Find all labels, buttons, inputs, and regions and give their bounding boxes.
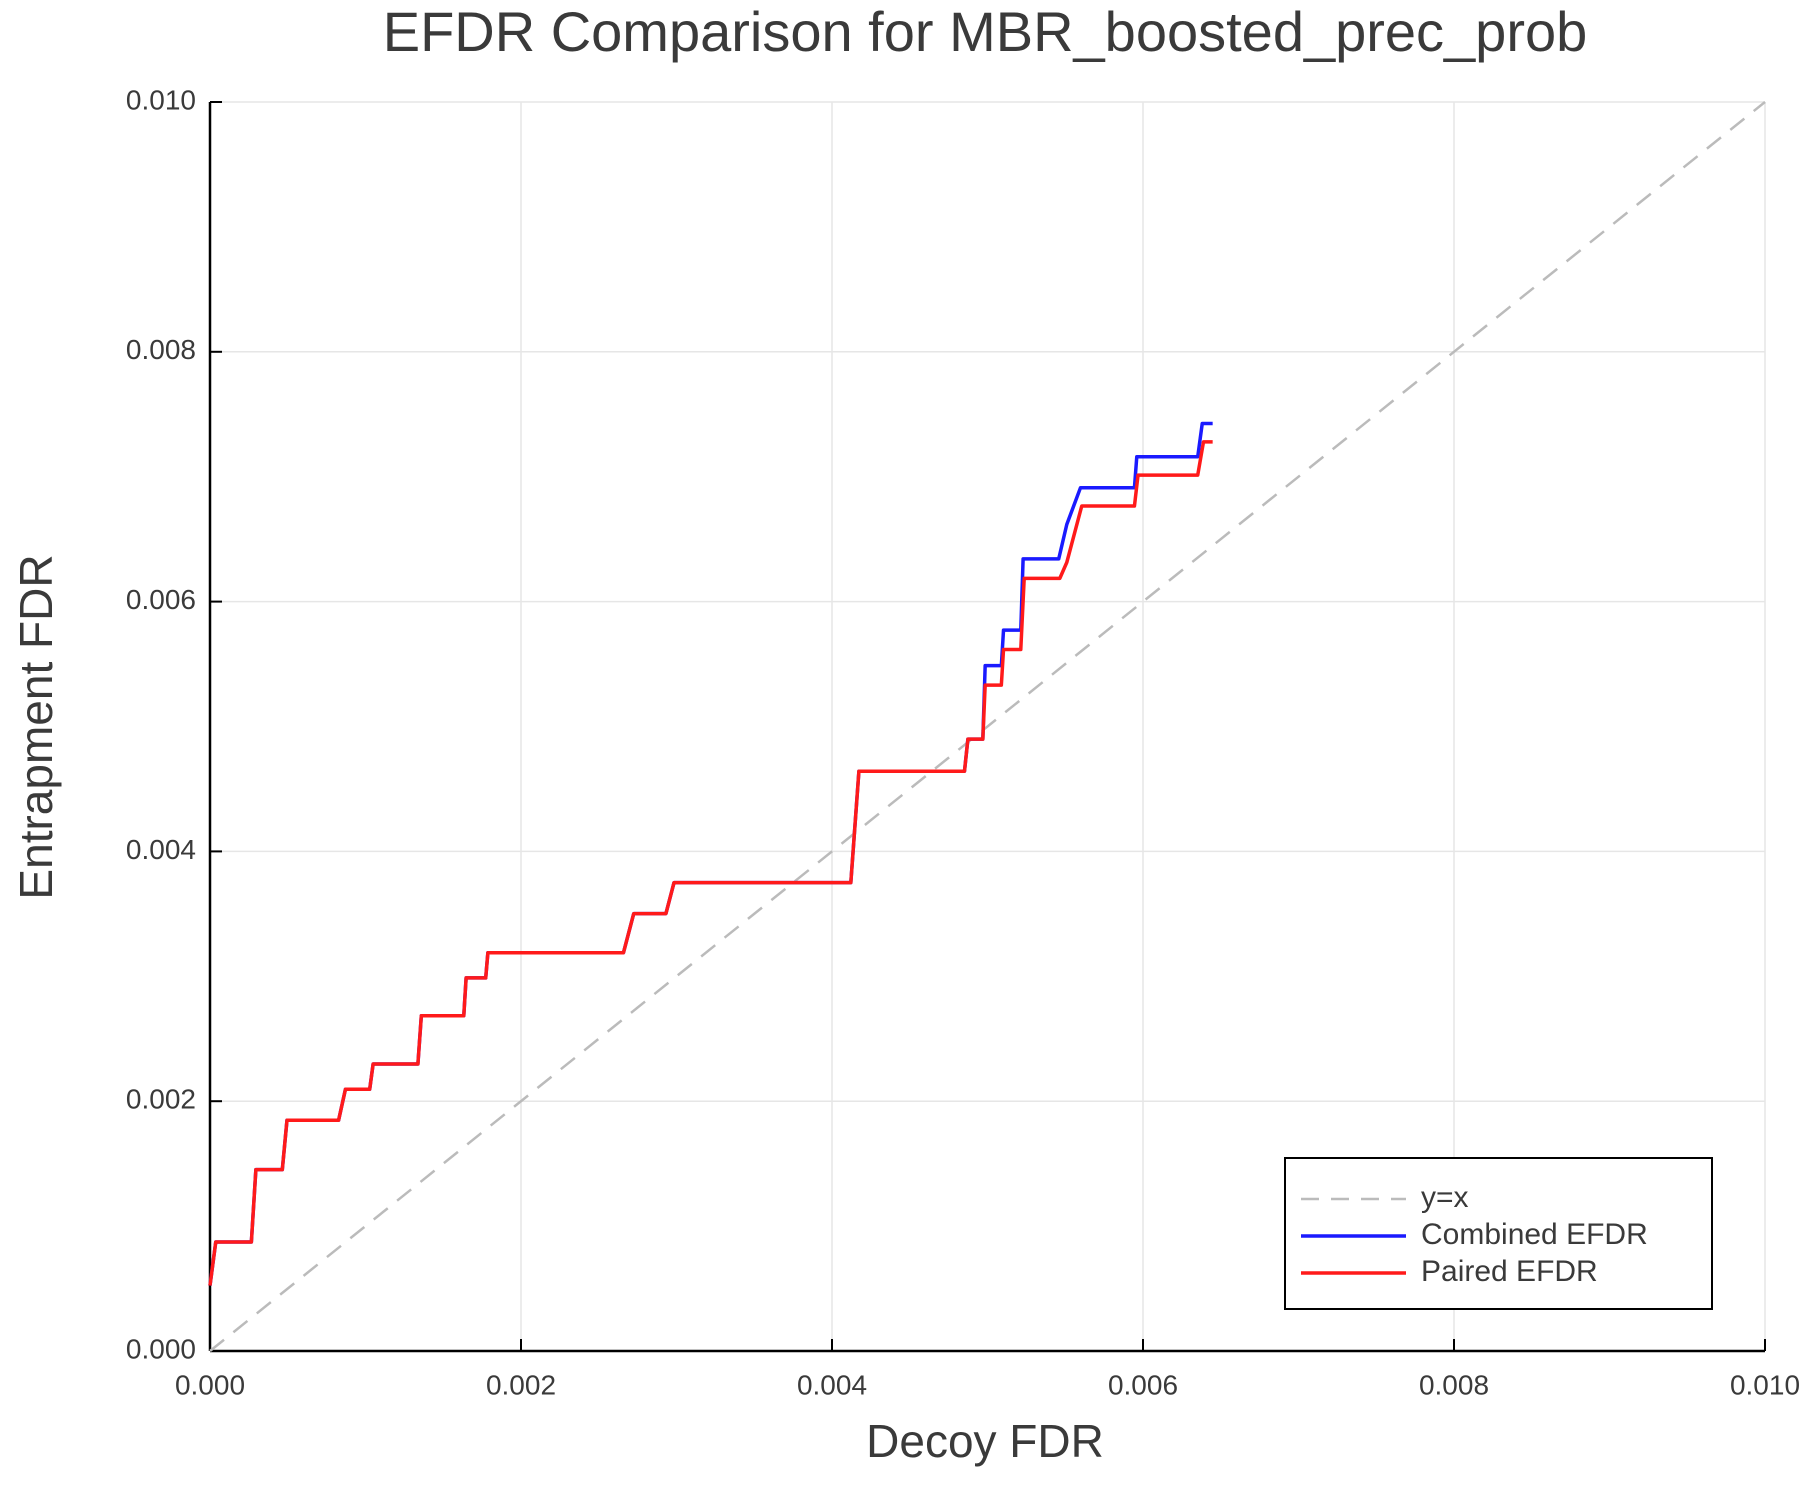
x-tick-label: 0.000 [175, 1369, 245, 1400]
y-axis-label: Entrapment FDR [10, 554, 62, 899]
legend-label: Paired EFDR [1421, 1255, 1598, 1288]
x-tick-label: 0.002 [486, 1369, 556, 1400]
x-tick-label: 0.008 [1419, 1369, 1489, 1400]
x-tick-label: 0.004 [797, 1369, 867, 1400]
y-tick-label: 0.002 [126, 1084, 196, 1115]
y-tick-label: 0.008 [126, 334, 196, 365]
y-tick-label: 0.006 [126, 584, 196, 615]
chart-title: EFDR Comparison for MBR_boosted_prec_pro… [383, 0, 1588, 63]
y-tick-label: 0.000 [126, 1333, 196, 1364]
x-tick-label: 0.010 [1730, 1369, 1800, 1400]
y-tick-label: 0.010 [126, 84, 196, 115]
legend-label: Combined EFDR [1421, 1218, 1648, 1251]
legend-label: y=x [1421, 1181, 1469, 1214]
y-tick-label: 0.004 [126, 834, 196, 865]
x-axis-label: Decoy FDR [866, 1415, 1104, 1467]
series-line [209, 101, 1766, 1352]
series-line [208, 440, 1213, 1286]
x-tick-label: 0.006 [1108, 1369, 1178, 1400]
legend-box [1284, 1157, 1713, 1310]
